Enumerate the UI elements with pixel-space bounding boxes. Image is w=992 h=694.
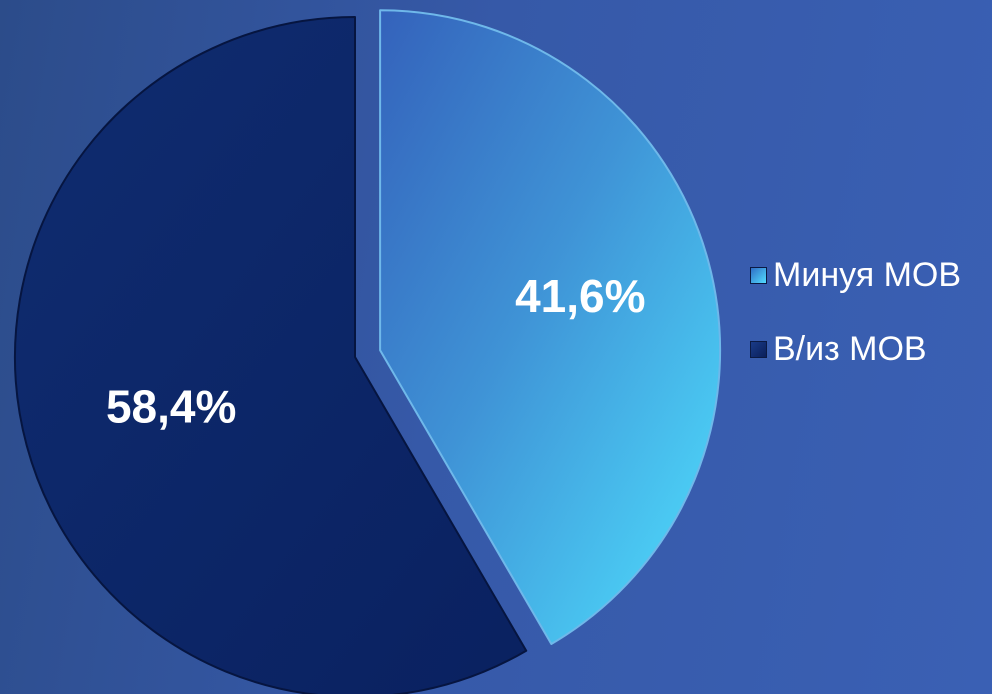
data-label-bypass-mob: 41,6% [515,270,645,322]
legend-label-bypass-mob: Минуя МОВ [773,255,962,294]
legend-item-to-from-mob: В/из МОВ [750,326,961,372]
legend-item-bypass-mob: Минуя МОВ [750,252,961,298]
legend: Минуя МОВ В/из МОВ [750,252,961,400]
pie-slice-bypass-mob [379,9,722,645]
legend-marker-bypass-mob [750,266,767,284]
legend-label-to-from-mob: В/из МОВ [773,329,927,368]
data-label-to-from-mob: 58,4% [106,381,236,433]
legend-marker-to-from-mob [750,340,767,358]
pie-slice-to-from-mob [14,16,528,694]
